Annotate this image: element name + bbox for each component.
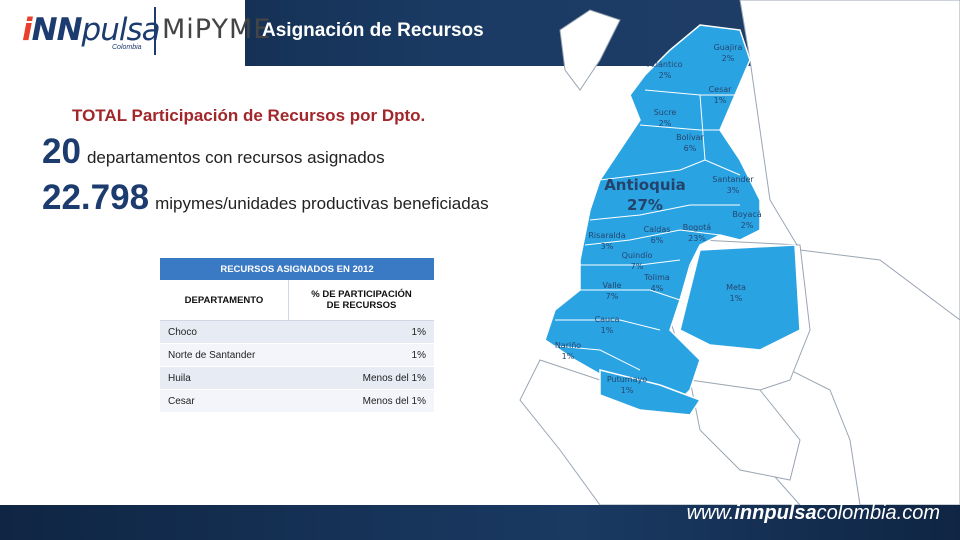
table-row: Choco 1% [160, 320, 434, 344]
map-percent-cauca: 1% [601, 326, 614, 335]
map-label-sucre: Sucre [654, 108, 677, 117]
map-label-boyacá: Boyacá [732, 210, 761, 219]
table-cell-percentage: 1% [288, 343, 434, 367]
table-cell-department: Norte de Santander [160, 343, 289, 367]
map-percent-caldas: 6% [651, 236, 664, 245]
logo-pulsa: pulsa [81, 12, 161, 48]
map-percent-santander: 3% [727, 186, 740, 195]
logo-country: Colombia [112, 44, 142, 51]
table-header-row: DEPARTAMENTO % DE PARTICIPACIÓN DE RECUR… [160, 280, 434, 321]
table-cell-percentage: Menos del 1% [288, 389, 434, 412]
table-row: Cesar Menos del 1% [160, 389, 434, 412]
table-cell-percentage: 1% [288, 320, 434, 344]
meta-department [679, 244, 801, 351]
neighbor-panama [559, 9, 621, 91]
map-percent-guajira: 2% [722, 54, 735, 63]
website-link[interactable]: www.innpulsacolombia.com [687, 502, 940, 525]
stat-mipymes-text: mipymes/unidades productivas beneficiada… [155, 194, 489, 213]
map-percent-nariño: 1% [562, 352, 575, 361]
table-row: Huila Menos del 1% [160, 366, 434, 390]
table-caption: RECURSOS ASIGNADOS EN 2012 [160, 258, 434, 280]
innpulsa-wordmark: iNNpulsa [22, 12, 161, 48]
stat-mipymes-number: 22.798 [42, 178, 150, 217]
table-cell-department: Huila [160, 366, 289, 390]
map-label-meta: Meta [726, 283, 746, 292]
map-label-atlántico: Atlántico [647, 60, 682, 69]
map-label-guajira: Guajira [714, 43, 743, 52]
map-label-santander: Santander [712, 175, 754, 184]
table-cell-percentage: Menos del 1% [288, 366, 434, 390]
footer-bar [0, 505, 960, 540]
stat-departments-number: 20 [42, 132, 81, 171]
resources-table: RECURSOS ASIGNADOS EN 2012 DEPARTAMENTO … [160, 258, 434, 412]
stat-mipymes: 22.798 mipymes/unidades productivas bene… [42, 178, 489, 218]
map-percent-tolima: 4% [651, 284, 664, 293]
map-label-antioquia: Antioquia [604, 176, 686, 194]
column-header-percentage-line2: DE RECURSOS [326, 300, 397, 311]
map-label-cesar: Cesar [709, 85, 733, 94]
logo-i: i [22, 12, 33, 48]
non-highlighted-south [689, 379, 801, 481]
page-title: Asignación de Recursos [262, 20, 484, 41]
logo-divider [154, 7, 156, 55]
map-label-bogotá: Bogotá [683, 223, 711, 232]
logo-nn: NN [31, 12, 83, 48]
mipyme-wordmark: MiPYME [162, 14, 272, 45]
map-percent-meta: 1% [730, 294, 743, 303]
logo[interactable]: iNNpulsa Colombia MiPYME [0, 0, 270, 66]
website-suffix: colombia.com [816, 502, 940, 524]
department-labels: Guajira 2% Atlántico 2% Cesar 1% Sucre 2% Bolíva… [555, 43, 762, 395]
map-percent-bolívar: 6% [684, 144, 697, 153]
map-label-risaralda: Risaralda [588, 231, 625, 240]
map-percent-valle: 7% [606, 292, 619, 301]
stat-departments-text: departamentos con recursos asignados [86, 148, 385, 167]
table-caption-row: RECURSOS ASIGNADOS EN 2012 [160, 258, 434, 280]
map-label-putumayo: Putumayo [607, 375, 647, 384]
map-percent-atlántico: 2% [659, 71, 672, 80]
map-label-quindío: Quindío [622, 251, 653, 260]
putumayo-department [599, 369, 702, 416]
summary-subtitle: TOTAL Participación de Recursos por Dpto… [72, 106, 426, 125]
website-prefix: www. [686, 502, 735, 524]
department-boundaries [544, 89, 741, 371]
stat-departments: 20 departamentos con recursos asignados [42, 132, 385, 172]
map-percent-putumayo: 1% [621, 386, 634, 395]
map-percent-cesar: 1% [714, 96, 727, 105]
map-label-valle: Valle [602, 281, 621, 290]
table-cell-department: Cesar [160, 389, 289, 412]
map-label-nariño: Nariño [555, 341, 581, 350]
column-header-percentage-line1: % DE PARTICIPACIÓN [311, 289, 412, 300]
map-label-bolívar: Bolívar [676, 133, 704, 142]
map-percent-sucre: 2% [659, 119, 672, 128]
table-row: Norte de Santander 1% [160, 343, 434, 367]
website-brand: innpulsa [734, 502, 817, 524]
table-cell-department: Choco [160, 320, 289, 344]
map-percent-quindío: 7% [631, 262, 644, 271]
map-percent-boyacá: 2% [741, 221, 754, 230]
column-header-percentage: % DE PARTICIPACIÓN DE RECURSOS [288, 280, 434, 321]
map-label-cauca: Cauca [595, 315, 620, 324]
map-percent-bogotá: 23% [688, 234, 706, 243]
map-percent-risaralda: 3% [601, 242, 614, 251]
map-label-tolima: Tolima [643, 273, 670, 282]
map-label-caldas: Caldas [644, 225, 671, 234]
map-percent-antioquia: 27% [627, 196, 663, 214]
column-header-department: DEPARTAMENTO [160, 280, 289, 321]
